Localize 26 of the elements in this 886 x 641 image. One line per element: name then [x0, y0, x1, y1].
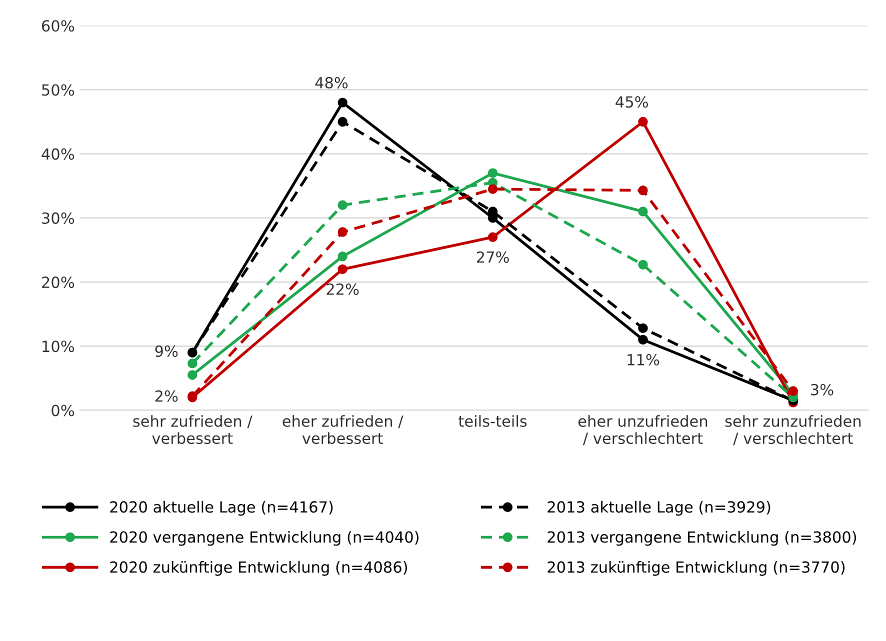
y-tick-label: 50%: [42, 84, 74, 96]
y-tick-label: 0%: [52, 404, 74, 416]
y-tick-label: 20%: [42, 276, 74, 288]
data-label: 48%: [315, 76, 348, 88]
data-label: 9%: [155, 345, 178, 357]
y-tick-label: 30%: [42, 212, 74, 224]
legend-label: 2020 zukünftige Entwicklung (n=4086): [110, 561, 407, 576]
data-label: 45%: [616, 96, 648, 108]
data-label: 2%: [155, 390, 178, 402]
data-label: 22%: [326, 283, 359, 295]
x-tick-label: sehr zunzufrieden / verschlechtert: [725, 415, 861, 446]
data-label: 3%: [811, 384, 834, 396]
x-tick-label: eher zufrieden / verbessert: [282, 415, 404, 444]
legend-label: 2020 aktuelle Lage (n=4167): [110, 500, 333, 516]
y-tick-label: 40%: [42, 148, 74, 160]
legend-label: 2020 vergangene Entwicklung (n=4040): [110, 530, 418, 546]
x-tick-label: teils-teils: [458, 415, 527, 427]
x-tick-label: sehr zufrieden / verbessert: [133, 415, 252, 444]
legend-label: 2013 aktuelle Lage (n=3929): [548, 500, 770, 516]
x-tick-label: eher unzufrieden / verschlechtert: [578, 415, 708, 446]
legend-label: 2013 zukünftige Entwicklung (n=3770): [548, 561, 845, 576]
legend-label: 2013 vergangene Entwicklung (n=3800): [548, 530, 856, 546]
data-label: 11%: [628, 354, 660, 366]
y-tick-label: 60%: [42, 20, 74, 32]
data-label: 27%: [476, 251, 509, 263]
y-tick-label: 10%: [42, 340, 74, 352]
